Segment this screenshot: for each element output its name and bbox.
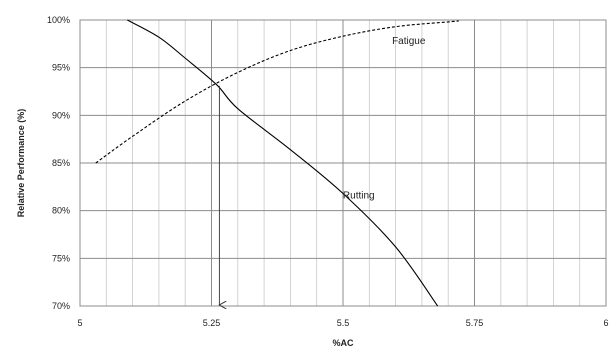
series-label-fatigue: Fatigue [392, 36, 426, 47]
series-label-rutting: Rutting [343, 190, 375, 201]
y-axis-title: Relative Performance (%) [16, 109, 26, 218]
series-line-fatigue [95, 20, 459, 164]
grid [79, 19, 607, 307]
y-tick-label: 85% [52, 158, 70, 168]
x-tick-label: 5 [77, 318, 82, 328]
y-tick-label: 90% [52, 110, 70, 120]
x-axis-title: %AC [332, 338, 354, 348]
y-tick-label: 80% [52, 206, 70, 216]
x-tick-label: 6 [603, 318, 608, 328]
series-group [95, 19, 459, 307]
x-tick-label: 5.5 [337, 318, 350, 328]
annotation-group: Fatigue Rutting [219, 36, 426, 305]
plot-area-border [79, 19, 607, 307]
y-tick-label: 95% [52, 63, 70, 73]
y-tick-label: 100% [47, 15, 70, 25]
x-tick-label: 5.25 [203, 318, 221, 328]
x-tick-label: 5.75 [466, 318, 484, 328]
y-tick-label: 70% [52, 301, 70, 311]
series-line-rutting [127, 19, 439, 307]
y-tick-label: 75% [52, 253, 70, 263]
tick-labels: 5 5.25 5.5 5.75 6 70% 75% 80% 85% 90% 95% 100% [47, 15, 609, 328]
